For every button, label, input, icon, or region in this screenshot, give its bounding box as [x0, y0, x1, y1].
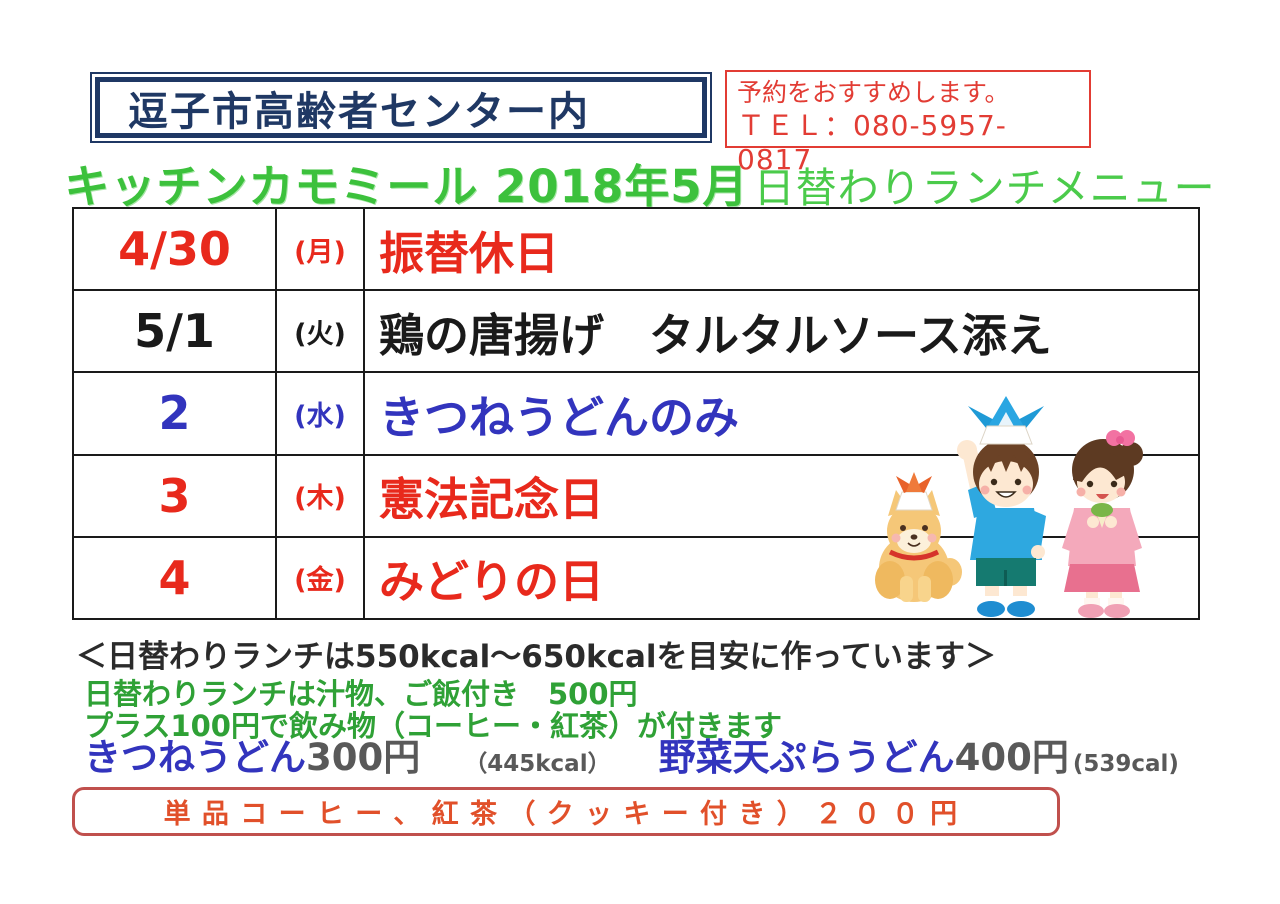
menu-row: 4/30 (月) 振替休日 [72, 206, 1200, 292]
venue-name: 逗子市高齢者センター内 [128, 88, 590, 135]
menu-row: 5/1 (火) 鶏の唐揚げ タルタルソース添え [72, 289, 1200, 374]
date-cell: 4/30 [72, 206, 277, 292]
boy-illustration [957, 396, 1046, 617]
day-cell: (木) [275, 453, 365, 538]
udon-price-line: きつねうどん 300円 （445kcal） 野菜天ぷらうどん 400円 (539… [84, 736, 1179, 780]
girl-illustration [1062, 430, 1143, 618]
menu-cell: 鶏の唐揚げ タルタルソース添え [363, 289, 1200, 374]
day-cell: (火) [275, 289, 365, 374]
reservation-text: 予約をおすすめします。 [737, 78, 1010, 107]
kcal-note: ＜日替わりランチは550kcal～650kcalを目安に作っています＞ [76, 639, 996, 675]
venue-box-inner: 逗子市高齢者センター内 [95, 77, 707, 138]
date-cell: 4 [72, 535, 277, 621]
page-title: キッチンカモミール 2018年5月 日替わりランチメニュー [0, 150, 1280, 215]
day-cell: (水) [275, 371, 365, 456]
menu-row: 2 (水) きつねうどんのみ [72, 371, 1200, 456]
kitsune-udon-name: きつねうどん [84, 736, 306, 779]
venue-box: 逗子市高齢者センター内 [90, 72, 712, 143]
date-cell: 5/1 [72, 289, 277, 374]
page-title-main: キッチンカモミール 2018年5月 [64, 160, 749, 213]
date-cell: 3 [72, 453, 277, 538]
tempura-udon-price: 400円 [954, 736, 1069, 779]
coffee-price-text: 単品コーヒー、紅茶（クッキー付き）２００円 [163, 799, 969, 830]
drink-option-note: プラス100円で飲み物（コーヒー・紅茶）が付きます [84, 709, 782, 743]
children-day-clipart [875, 396, 1143, 618]
menu-cell: きつねうどんのみ [363, 371, 1200, 456]
kitsune-udon-price: 300円 [306, 736, 421, 779]
dog-illustration [875, 472, 962, 602]
coffee-price-box: 単品コーヒー、紅茶（クッキー付き）２００円 [72, 787, 1060, 836]
reservation-box: 予約をおすすめします。 ＴＥＬ：080-5957-0817 [725, 70, 1091, 176]
day-cell: (金) [275, 535, 365, 621]
menu-cell: みどりの日 [363, 535, 1200, 621]
menu-row: 4 (金) みどりの日 [72, 535, 1200, 621]
tempura-udon-name: 野菜天ぷらうどん [658, 736, 955, 779]
tempura-udon-kcal: (539cal) [1072, 751, 1179, 777]
kitsune-udon-kcal: （445kcal） [464, 751, 611, 777]
phone-number: ＴＥＬ：080-5957-0817 [737, 109, 1007, 176]
lunch-price-note: 日替わりランチは汁物、ご飯付き 500円 [84, 677, 638, 711]
menu-row: 3 (木) 憲法記念日 [72, 453, 1200, 538]
page-title-sub: 日替わりランチメニュー [753, 164, 1216, 212]
menu-cell: 憲法記念日 [363, 453, 1200, 538]
day-cell: (月) [275, 206, 365, 292]
menu-cell: 振替休日 [363, 206, 1200, 292]
date-cell: 2 [72, 371, 277, 456]
